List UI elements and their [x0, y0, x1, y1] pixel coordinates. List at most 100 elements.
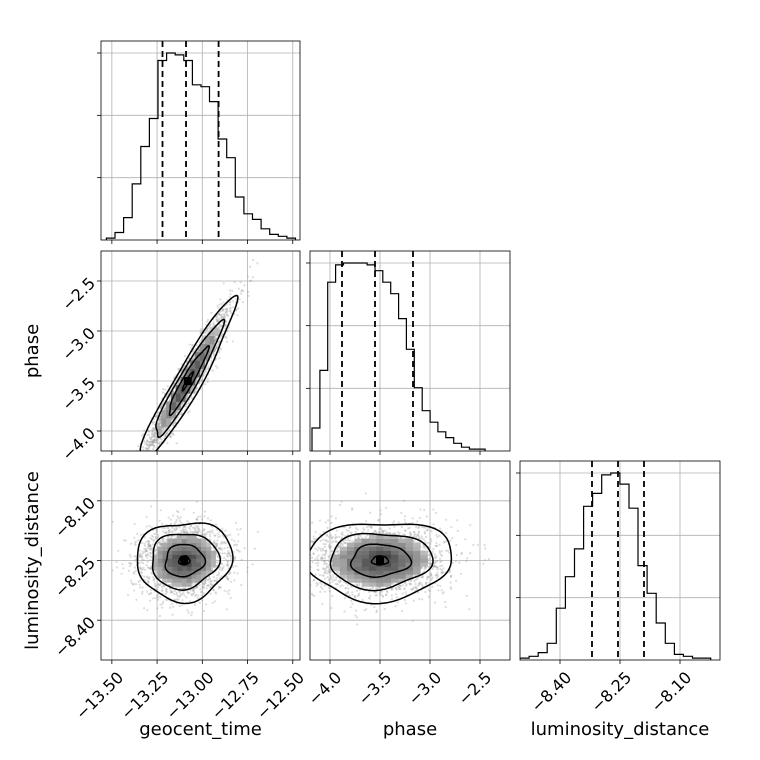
scatter-point [186, 394, 189, 397]
scatter-point [364, 520, 367, 523]
density-block [205, 570, 211, 575]
scatter-point [190, 593, 193, 596]
scatter-point [192, 358, 195, 361]
scatter-point [175, 527, 178, 530]
density-block [185, 385, 191, 394]
scatter-point [198, 382, 201, 385]
scatter-point [120, 572, 123, 575]
density-block [152, 558, 158, 563]
scatter-point [209, 578, 212, 581]
scatter-point [215, 344, 218, 347]
scatter-point [195, 387, 198, 390]
scatter-point [335, 550, 338, 553]
scatter-point [174, 520, 177, 524]
scatter-point [229, 560, 232, 563]
scatter-point [334, 550, 337, 554]
scatter-point [221, 567, 224, 570]
scatter-point [150, 441, 153, 444]
scatter-point [139, 586, 142, 589]
scatter-point [154, 437, 157, 440]
scatter-point [166, 441, 169, 445]
scatter-point [221, 308, 224, 311]
scatter-point [211, 330, 215, 334]
scatter-point [184, 526, 187, 529]
scatter-point [229, 293, 232, 296]
scatter-point [148, 544, 151, 547]
scatter-point [188, 526, 191, 529]
scatter-point [204, 534, 207, 537]
scatter-point [211, 584, 214, 587]
scatter-point [424, 547, 427, 550]
scatter-point [157, 583, 160, 586]
scatter-point [151, 576, 155, 579]
scatter-point [142, 466, 144, 468]
scatter-point [152, 440, 155, 443]
scatter-point [223, 316, 226, 319]
scatter-point [156, 414, 159, 417]
scatter-point [146, 448, 149, 451]
scatter-point [240, 292, 243, 295]
scatter-point [149, 441, 152, 444]
scatter-point [124, 539, 127, 542]
scatter-point [224, 308, 227, 311]
scatter-point [199, 380, 202, 383]
scatter-point [212, 321, 215, 324]
density-block [214, 327, 220, 337]
scatter-point [229, 533, 232, 536]
scatter-point [209, 580, 213, 583]
scatter-point [158, 541, 161, 544]
density-block [152, 562, 158, 567]
scatter-point [187, 365, 190, 368]
scatter-point [154, 585, 157, 588]
density-block [166, 401, 172, 411]
density-block [201, 550, 207, 555]
scatter-point [222, 565, 225, 568]
scatter-point [201, 338, 204, 341]
density-block [201, 546, 207, 551]
scatter-point [438, 549, 441, 553]
scatter-point [134, 566, 137, 569]
scatter-point [147, 593, 150, 596]
density-block [162, 546, 168, 551]
scatter-point [158, 419, 161, 422]
density-block [152, 554, 158, 559]
scatter-point [161, 527, 164, 530]
scatter-point [218, 317, 221, 320]
scatter-point [202, 609, 205, 613]
scatter-point [448, 571, 451, 574]
scatter-point [163, 531, 166, 535]
density-block [152, 566, 158, 571]
histogram-group [105, 52, 297, 240]
scatter-point [201, 533, 204, 537]
scatter-point [161, 452, 163, 454]
scatter-point [222, 313, 226, 316]
scatter-point [438, 543, 441, 546]
histogram-phase [311, 262, 486, 451]
scatter-point [223, 552, 226, 555]
scatter-point [162, 538, 165, 541]
scatter-point [152, 447, 155, 451]
scatter-point [180, 363, 183, 366]
scatter-point [226, 310, 229, 313]
density-block [177, 550, 183, 555]
scatter-point [156, 441, 159, 444]
scatter-point [168, 398, 171, 402]
scatter-point [236, 543, 239, 547]
density-block [191, 558, 197, 563]
scatter-point [149, 546, 152, 549]
scatter-point [172, 605, 175, 609]
scatter-point [166, 385, 169, 388]
scatter-point [187, 401, 190, 404]
density-block [191, 574, 197, 579]
scatter-point [196, 515, 200, 519]
density-block [196, 578, 202, 583]
scatter-point [210, 360, 213, 363]
scatter-point [233, 579, 236, 582]
scatter-point [140, 574, 143, 577]
scatter-point [161, 540, 164, 543]
scatter-point [152, 452, 154, 454]
scatter-point [249, 279, 252, 282]
scatter-point [200, 518, 204, 521]
scatter-point [144, 579, 147, 582]
scatter-point [159, 543, 162, 546]
